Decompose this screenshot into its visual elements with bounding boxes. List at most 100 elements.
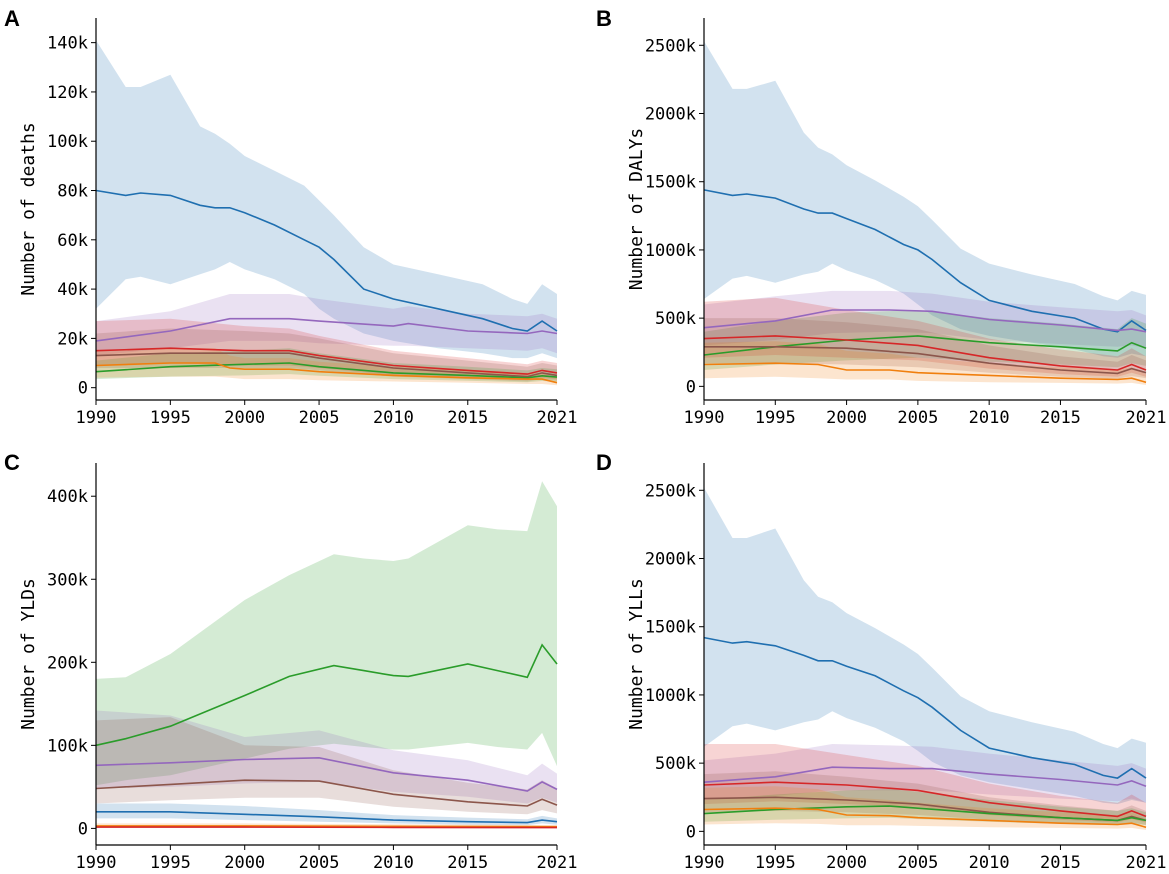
y-tick-label: 2500k — [645, 481, 696, 501]
x-tick-label: 2000 — [224, 853, 265, 873]
x-tick-label: 2021 — [1126, 408, 1167, 428]
panel-letter-c: C — [4, 450, 20, 475]
x-tick-label: 1990 — [76, 408, 117, 428]
panel-letter-a: A — [4, 6, 20, 31]
y-axis-label: Number of YLLs — [626, 578, 647, 730]
panel-letter-b: B — [596, 6, 612, 31]
line-blue — [95, 189, 558, 332]
line-brown — [95, 352, 558, 378]
y-tick-label: 140k — [47, 34, 88, 54]
band-blue — [96, 40, 557, 359]
band-blue — [96, 803, 557, 826]
line-orange — [703, 362, 1147, 384]
y-tick-label: 2500k — [645, 36, 696, 56]
x-tick-label: 2015 — [1040, 408, 1081, 428]
y-axis-label: Number of deaths — [18, 122, 39, 295]
line-green — [703, 805, 1147, 822]
band-blue — [704, 487, 1146, 805]
y-axis-label: Number of YLDs — [18, 578, 39, 730]
y-tick-label: 0 — [78, 379, 88, 399]
line-purple — [95, 317, 558, 342]
panel-d-ylls: 0 500k 1000k 1500k 2000k 2500k 1990 1995 2000 200… — [626, 463, 1166, 873]
band-purple — [704, 290, 1146, 349]
y-tick-label: 1500k — [645, 173, 696, 193]
y-tick-label: 60k — [57, 231, 88, 251]
x-tick-label: 1990 — [684, 408, 725, 428]
line-green — [95, 362, 558, 379]
y-tick-label: 0 — [78, 819, 88, 839]
band-red — [96, 318, 557, 381]
y-tick-label: 0 — [686, 377, 696, 397]
panel-c-ylds: 0 100k 200k 300k 400k 1990 1995 2000 2005 2010 201… — [18, 463, 577, 873]
x-tick-label: 1995 — [755, 853, 796, 873]
x-tick-label: 2000 — [224, 408, 265, 428]
line-red — [96, 826, 558, 829]
x-tick-label: 2010 — [373, 853, 414, 873]
y-tick-label: 40k — [57, 280, 88, 300]
line-orange — [95, 362, 558, 384]
x-tick-label: 1990 — [76, 853, 117, 873]
x-tick-label: 2005 — [299, 853, 340, 873]
line-blue — [703, 636, 1147, 779]
x-tick-label: 2010 — [373, 408, 414, 428]
y-tick-label: 80k — [57, 182, 88, 202]
y-tick-label: 0 — [686, 822, 696, 842]
band-orange — [704, 341, 1146, 385]
x-tick-label: 2005 — [299, 408, 340, 428]
y-tick-label: 2000k — [645, 550, 696, 570]
y-tick-label: 100k — [47, 736, 88, 756]
line-purple — [703, 766, 1147, 788]
y-tick-label: 400k — [47, 487, 88, 507]
x-tick-label: 2015 — [447, 853, 488, 873]
line-purple — [95, 756, 558, 792]
band-brown — [704, 771, 1146, 825]
y-tick-label: 300k — [47, 570, 88, 590]
y-tick-label: 120k — [47, 83, 88, 103]
x-tick-label: 2021 — [537, 408, 578, 428]
y-tick-label: 200k — [47, 653, 88, 673]
x-tick-label: 1995 — [755, 408, 796, 428]
y-tick-label: 1500k — [645, 618, 696, 638]
panel-letter-d: D — [596, 450, 612, 475]
y-tick-label: 500k — [655, 309, 696, 329]
x-tick-label: 2010 — [969, 408, 1010, 428]
band-brown — [96, 717, 557, 815]
panel-a-deaths: 0 20k 40k 60k 80k 100k 120k 140k 1990 1995 2000 200… — [18, 18, 577, 428]
band-red — [704, 744, 1146, 823]
line-red — [703, 781, 1147, 818]
band-purple — [96, 710, 557, 804]
y-tick-label: 100k — [47, 132, 88, 152]
line-purple — [703, 309, 1147, 333]
band-blue — [704, 41, 1146, 358]
panel-b-dalys: 0 500k 1000k 1500k 2000k 2500k 1990 1995 2000 200… — [626, 18, 1166, 428]
y-tick-label: 2000k — [645, 105, 696, 125]
line-orange — [96, 825, 558, 828]
line-red — [703, 335, 1147, 371]
x-tick-label: 2010 — [969, 853, 1010, 873]
x-tick-label: 2000 — [826, 853, 867, 873]
line-blue — [96, 810, 558, 824]
y-axis-label: Number of DALYs — [626, 128, 647, 291]
line-red — [95, 347, 558, 375]
line-orange — [703, 807, 1147, 829]
band-green — [704, 310, 1146, 370]
x-tick-label: 2015 — [447, 408, 488, 428]
x-tick-label: 2015 — [1040, 853, 1081, 873]
line-brown — [704, 345, 1147, 375]
y-tick-label: 500k — [655, 754, 696, 774]
x-tick-label: 2005 — [897, 408, 938, 428]
line-blue — [703, 189, 1147, 333]
y-tick-label: 1000k — [645, 241, 696, 261]
line-brown — [703, 796, 1147, 822]
line-green — [95, 643, 558, 747]
line-green — [703, 335, 1147, 356]
x-tick-label: 1990 — [684, 853, 725, 873]
x-tick-label: 1995 — [150, 853, 191, 873]
x-tick-label: 1995 — [150, 408, 191, 428]
x-tick-label: 2021 — [1126, 853, 1167, 873]
line-brown — [95, 779, 558, 807]
x-tick-label: 2005 — [897, 853, 938, 873]
x-tick-label: 2000 — [826, 408, 867, 428]
x-tick-label: 2021 — [537, 853, 578, 873]
